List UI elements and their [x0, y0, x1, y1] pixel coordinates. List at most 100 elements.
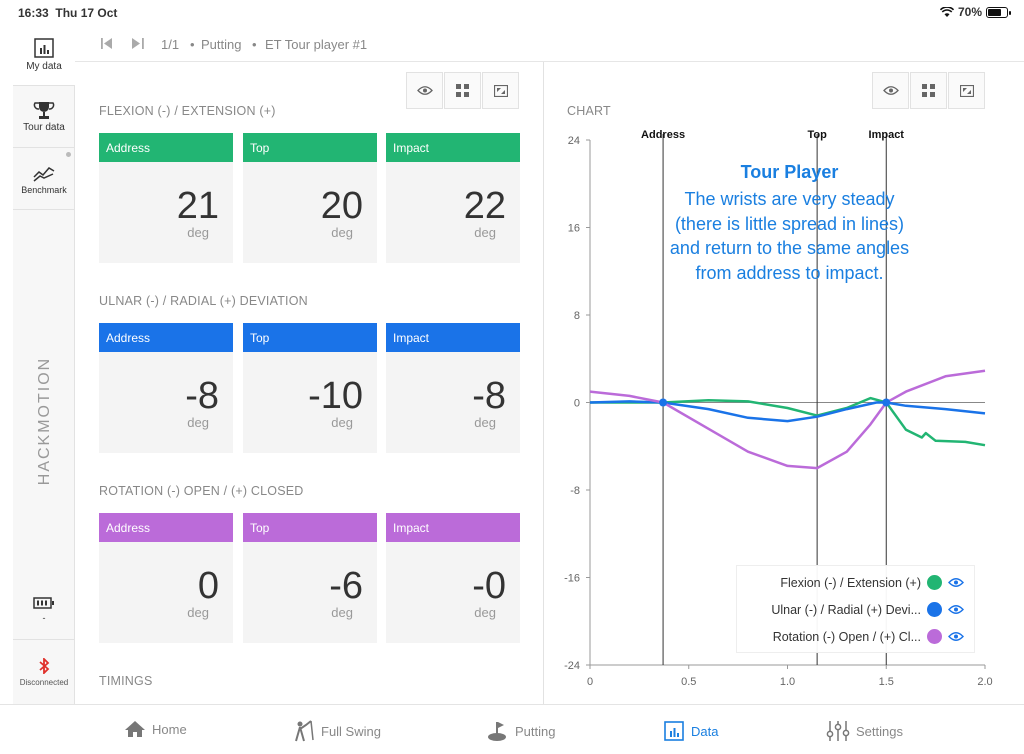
legend-swatch: [927, 629, 942, 644]
eye-icon: [882, 86, 899, 95]
card-unit: deg: [331, 225, 353, 240]
card-value: 0: [197, 565, 219, 607]
card-unit: deg: [187, 415, 209, 430]
home-icon: [125, 721, 145, 737]
top-nav: 1/1 • Putting • ET Tour player #1: [75, 24, 1024, 62]
expand-icon: [959, 84, 974, 97]
battery-icon: [986, 6, 1011, 18]
metric-card: Address 21 deg: [99, 133, 233, 263]
series-line: [590, 396, 986, 447]
metric-card: Address 0 deg: [99, 513, 233, 643]
card-label: Address: [99, 513, 233, 542]
series-line: [589, 369, 986, 470]
metric-card: Top -6 deg: [243, 513, 377, 643]
card-value: -6: [329, 565, 363, 607]
x-tick-label: 2.0: [977, 676, 992, 688]
bluetooth-status[interactable]: Disconnected: [13, 642, 75, 702]
benchmark-icon: [33, 166, 55, 182]
page-counter: 1/1: [161, 37, 180, 52]
x-tick-label: 1.0: [780, 676, 795, 688]
sidebar-item-my-data[interactable]: My data: [13, 24, 75, 86]
legend-swatch: [927, 602, 942, 617]
tab-data[interactable]: Data: [663, 720, 718, 742]
card-value: -10: [308, 375, 363, 417]
card-label: Address: [99, 323, 233, 352]
chart-grid-button[interactable]: [910, 72, 947, 109]
battery-percent: 70%: [957, 5, 982, 19]
sidebar-item-label: Benchmark: [21, 184, 67, 195]
status-time: 16:33 Thu 17 Oct: [18, 6, 118, 20]
legend-item[interactable]: Rotation (-) Open / (+) Cl...: [773, 629, 964, 644]
breadcrumb-player[interactable]: ET Tour player #1: [265, 37, 368, 52]
y-tick-label: -8: [570, 485, 580, 497]
sensor-battery-icon: [33, 596, 54, 609]
visibility-button[interactable]: [406, 72, 443, 109]
legend-label: Ulnar (-) / Radial (+) Devi...: [771, 602, 921, 617]
tab-home[interactable]: Home: [124, 720, 187, 738]
annotation-title: Tour Player: [740, 162, 839, 182]
legend-label: Rotation (-) Open / (+) Cl...: [772, 629, 921, 644]
y-tick-label: 0: [574, 398, 580, 410]
card-label: Top: [243, 323, 377, 352]
eye-icon[interactable]: [948, 604, 964, 615]
breadcrumb-putting[interactable]: Putting: [201, 37, 242, 52]
legend-item[interactable]: Flexion (-) / Extension (+): [780, 575, 964, 590]
sidebar-item-tour-data[interactable]: Tour data: [13, 86, 75, 148]
metric-card: Impact -0 deg: [386, 513, 520, 643]
grid-icon: [922, 84, 935, 97]
grid-view-button[interactable]: [444, 72, 481, 109]
tab-full-swing[interactable]: Full Swing: [291, 720, 381, 742]
eye-icon[interactable]: [948, 577, 964, 588]
tab-putting[interactable]: Putting: [487, 720, 555, 742]
card-value: 20: [320, 185, 363, 227]
first-page-icon[interactable]: [101, 38, 113, 49]
y-tick-label: 24: [568, 135, 580, 147]
section-title-rotation: ROTATION (-) OPEN / (+) CLOSED: [99, 484, 304, 498]
sidebar-item-label: Tour data: [23, 122, 65, 133]
y-tick-label: 16: [568, 223, 580, 235]
section-title-timings: TIMINGS: [99, 674, 153, 688]
chart-pane: CHART 24 16 8 0 -8 -16 -24 0 0.5 1.0 1.5 2.0 Address…: [545, 62, 1024, 704]
legend-item[interactable]: Ulnar (-) / Radial (+) Devi...: [771, 602, 964, 617]
next-page-icon[interactable]: [132, 38, 144, 49]
expand-icon: [493, 84, 508, 97]
sidebar-item-label: My data: [26, 61, 62, 72]
metric-card: Impact -8 deg: [386, 323, 520, 453]
grid-icon: [456, 84, 469, 97]
metric-card: Top 20 deg: [243, 133, 377, 263]
putting-icon: [488, 722, 506, 741]
series-line: [589, 400, 986, 423]
sidebar-item-benchmark[interactable]: Benchmark: [13, 148, 75, 210]
chart-expand-button[interactable]: [948, 72, 985, 109]
chart-legend: Flexion (-) / Extension (+) Ulnar (-) / …: [736, 565, 975, 653]
section-title-flexion: FLEXION (-) / EXTENSION (+): [99, 104, 276, 118]
card-label: Impact: [386, 323, 520, 352]
card-label: Top: [243, 513, 377, 542]
status-bar: 16:33 Thu 17 Oct 70%: [0, 0, 1024, 24]
card-value: 22: [463, 185, 506, 227]
brand-logo: HACKMOTION: [36, 356, 53, 486]
tab-settings[interactable]: Settings: [826, 720, 903, 742]
annotation-text: The wrists are very steady (there is lit…: [669, 189, 910, 283]
card-value: -8: [185, 375, 219, 417]
chart-title: CHART: [567, 104, 611, 118]
golfer-icon: [295, 720, 314, 742]
sync-point: [882, 398, 891, 407]
legend-swatch: [927, 575, 942, 590]
eye-icon[interactable]: [948, 631, 964, 642]
y-tick-label: -24: [564, 660, 580, 672]
sensor-battery: -: [13, 580, 75, 640]
x-tick-label: 0.5: [681, 676, 696, 688]
bluetooth-icon: [39, 657, 50, 674]
card-label: Impact: [386, 133, 520, 162]
card-unit: deg: [331, 605, 353, 620]
chart-visibility-button[interactable]: [872, 72, 909, 109]
y-tick-label: 8: [574, 310, 580, 322]
marker-label: Top: [807, 129, 827, 141]
x-tick-label: 0: [587, 676, 593, 688]
expand-button[interactable]: [482, 72, 519, 109]
tab-bar: Home Full Swing Putting Data Settings: [0, 704, 1024, 754]
metric-card: Top -10 deg: [243, 323, 377, 453]
sliders-icon: [826, 721, 850, 741]
card-label: Top: [243, 133, 377, 162]
